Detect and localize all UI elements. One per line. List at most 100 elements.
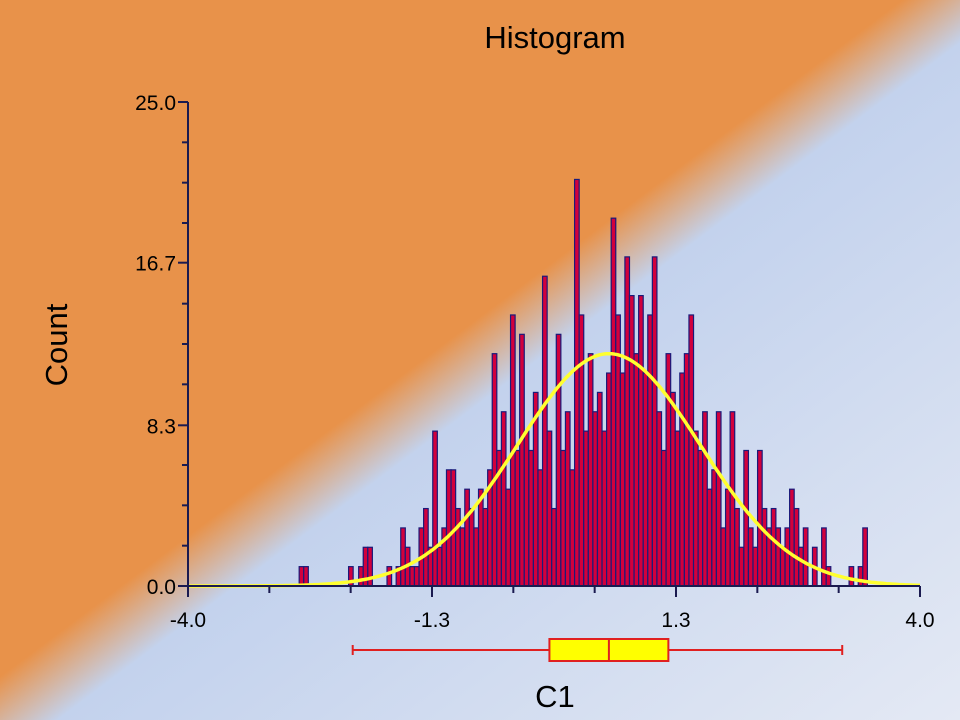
histogram-bar xyxy=(423,507,429,587)
histogram-bar xyxy=(821,527,827,587)
histogram-bar xyxy=(857,566,864,587)
histogram-bar xyxy=(409,566,416,587)
histogram-bar xyxy=(546,430,553,587)
histogram-bar xyxy=(583,430,589,587)
histogram-bar xyxy=(491,353,498,587)
x-tick-label: 1.3 xyxy=(661,609,690,632)
histogram-bar xyxy=(459,527,466,587)
histogram-bar xyxy=(482,507,489,587)
histogram-bar xyxy=(789,488,795,587)
histogram-bar xyxy=(624,256,631,587)
histogram-bar xyxy=(670,391,676,587)
histogram-bar xyxy=(734,507,740,587)
histogram-bar xyxy=(555,333,562,587)
histogram-bar xyxy=(610,217,617,587)
histogram-bar xyxy=(638,295,644,587)
histogram-bar xyxy=(569,469,576,587)
histogram-bar xyxy=(578,314,585,587)
histogram-bar xyxy=(642,372,649,587)
histogram-bar xyxy=(798,546,804,587)
histogram-bar xyxy=(770,507,777,587)
histogram-bar xyxy=(560,449,567,587)
histogram-bar xyxy=(587,353,594,587)
box-plot xyxy=(351,638,844,662)
histogram-bar xyxy=(647,314,653,587)
y-axis-label: Count xyxy=(39,303,74,386)
histogram-bar xyxy=(802,527,809,587)
histogram-bar xyxy=(711,469,718,587)
histogram-bar xyxy=(683,353,690,587)
histogram-bar xyxy=(298,566,305,587)
histogram-bar xyxy=(628,295,635,587)
histogram-bar xyxy=(779,546,786,587)
y-tick-label: 0.0 xyxy=(147,576,176,599)
y-tick-label: 8.3 xyxy=(147,415,176,438)
histogram-bar xyxy=(706,488,713,587)
histogram-bar xyxy=(633,353,640,587)
histogram-bar xyxy=(601,430,608,587)
histogram-bar xyxy=(528,449,535,587)
histogram-bar xyxy=(724,488,731,587)
histogram-bar xyxy=(756,449,763,587)
histogram-bar xyxy=(564,411,571,587)
histogram-bar xyxy=(752,546,759,587)
x-tick-label: 4.0 xyxy=(905,609,934,632)
histogram-bar xyxy=(747,527,754,587)
histogram-bar xyxy=(848,566,855,587)
histogram-bar xyxy=(358,566,364,587)
histogram-bar xyxy=(775,527,782,587)
x-tick-label: -4.0 xyxy=(170,609,206,632)
histogram-bar xyxy=(692,430,699,587)
histogram-bar xyxy=(500,411,507,587)
histogram-bar xyxy=(445,469,452,587)
y-tick-label: 16.7 xyxy=(135,253,176,276)
histogram-bar xyxy=(303,566,309,587)
histogram-bar xyxy=(537,469,544,587)
histogram-bar xyxy=(660,449,667,587)
histogram-bar xyxy=(592,411,599,587)
histogram-bar xyxy=(523,430,530,587)
histogram-bar xyxy=(761,507,768,587)
histogram-bar xyxy=(825,566,832,587)
histogram-bar xyxy=(651,256,658,587)
histogram-bar xyxy=(468,507,475,587)
histogram-bar xyxy=(505,488,512,587)
histogram-bar xyxy=(519,333,525,587)
histogram-bar xyxy=(606,372,612,587)
histogram-bar xyxy=(743,449,750,587)
x-axis-label: C1 xyxy=(535,679,575,714)
histogram-bar xyxy=(573,178,580,587)
histogram-bar xyxy=(720,527,727,587)
histogram-bar xyxy=(715,411,722,587)
axes: 0.0 8.3 16.7 25.0 -4.0 -1.3 1.3 4.0 xyxy=(135,92,934,632)
histogram-bar xyxy=(400,527,406,587)
histogram-bar xyxy=(862,527,868,587)
histogram-bar xyxy=(455,507,461,587)
histogram-bar xyxy=(386,566,393,587)
histogram-bar xyxy=(596,391,603,587)
y-tick-label: 25.0 xyxy=(135,92,176,115)
histogram-bar xyxy=(674,430,681,587)
histogram-bar xyxy=(514,449,521,587)
histogram-bar xyxy=(679,372,685,587)
histogram-bar xyxy=(793,507,800,587)
histogram-bar xyxy=(697,449,704,587)
histogram-bar xyxy=(656,411,663,587)
histogram-bar xyxy=(784,527,791,587)
histogram-bar xyxy=(432,430,438,587)
histogram-bar xyxy=(541,275,548,587)
histogram-bar xyxy=(551,507,557,587)
histogram-bar xyxy=(729,411,736,587)
normal-curve xyxy=(188,351,921,588)
histogram-bar xyxy=(413,566,420,587)
normal-curve-layer xyxy=(188,351,921,588)
chart-title: Histogram xyxy=(484,20,625,55)
histogram-bar xyxy=(619,372,626,587)
histogram-bar xyxy=(738,546,745,587)
histogram-bars xyxy=(298,178,868,587)
histogram-bar xyxy=(436,546,443,587)
histogram-bar xyxy=(473,527,480,587)
histogram-bar xyxy=(688,314,695,587)
